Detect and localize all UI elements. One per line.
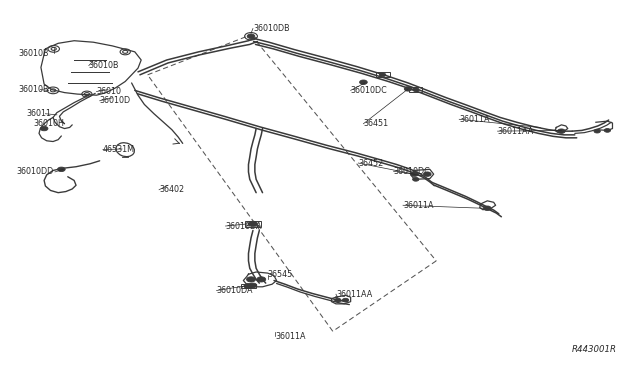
Text: 36011A: 36011A: [460, 115, 490, 124]
Text: 36010B: 36010B: [19, 85, 49, 94]
Circle shape: [404, 87, 412, 91]
Text: 36011AA: 36011AA: [336, 290, 372, 299]
Circle shape: [380, 73, 386, 77]
Text: 36010DC: 36010DC: [394, 167, 430, 176]
Bar: [245, 221, 261, 227]
Text: 36010D: 36010D: [100, 96, 131, 105]
Text: 36010DC: 36010DC: [351, 86, 387, 95]
Text: 36011A: 36011A: [275, 331, 306, 341]
Text: 36010DA: 36010DA: [225, 221, 262, 231]
Text: 36010DD: 36010DD: [17, 167, 54, 176]
Circle shape: [413, 177, 419, 181]
Text: 36010B: 36010B: [89, 61, 119, 70]
Text: 36010: 36010: [97, 87, 122, 96]
Circle shape: [557, 129, 565, 134]
Circle shape: [360, 80, 367, 84]
Bar: [410, 87, 422, 92]
Circle shape: [40, 126, 48, 131]
Text: 36011AA: 36011AA: [497, 126, 534, 136]
Circle shape: [248, 221, 257, 227]
Text: 36402: 36402: [159, 185, 184, 194]
Circle shape: [594, 129, 600, 133]
Circle shape: [335, 298, 341, 302]
Text: 36010DB: 36010DB: [253, 24, 289, 33]
Bar: [376, 72, 390, 77]
Text: 36452: 36452: [358, 158, 383, 167]
Circle shape: [249, 283, 257, 288]
Circle shape: [342, 298, 349, 302]
Circle shape: [604, 129, 611, 132]
Text: 36010DA: 36010DA: [216, 286, 253, 295]
Text: 46531M: 46531M: [103, 145, 135, 154]
Text: 36011: 36011: [26, 109, 51, 118]
Circle shape: [483, 206, 491, 211]
Text: 36011A: 36011A: [403, 201, 433, 210]
Circle shape: [246, 277, 255, 282]
Circle shape: [257, 277, 266, 282]
Text: 36451: 36451: [364, 119, 388, 128]
Bar: [241, 284, 255, 288]
Text: 36010H: 36010H: [34, 119, 65, 128]
Circle shape: [413, 88, 419, 92]
Circle shape: [424, 172, 431, 176]
Circle shape: [247, 34, 255, 38]
Text: 36545: 36545: [268, 270, 293, 279]
Text: R443001R: R443001R: [572, 344, 617, 353]
Circle shape: [58, 167, 65, 171]
Circle shape: [244, 283, 253, 289]
Text: 36010B: 36010B: [19, 49, 49, 58]
Circle shape: [411, 172, 419, 176]
